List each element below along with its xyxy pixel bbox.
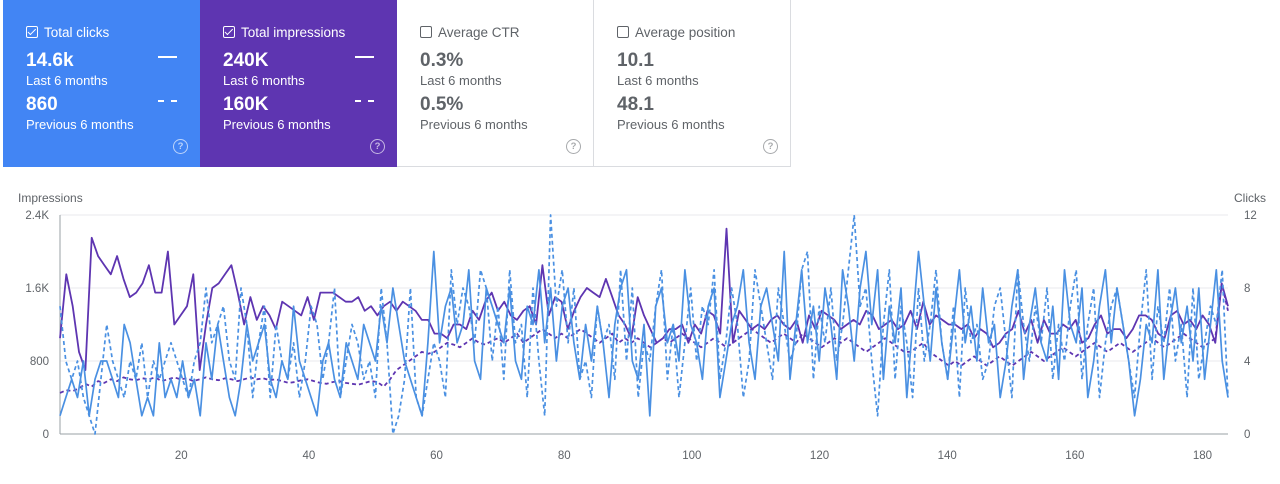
x-tick-label: 20 bbox=[175, 450, 188, 462]
y-right-tick-label: 0 bbox=[1244, 429, 1250, 441]
chart-ticks: 0 800 1.6K 2.4K 0 4 8 12 20 40 60 80 100 120 140 160 180 bbox=[25, 210, 1256, 462]
x-tick-label: 120 bbox=[810, 450, 829, 462]
value-previous: 160K bbox=[223, 94, 269, 115]
period-current: Last 6 months bbox=[26, 73, 108, 88]
value-current: 14.6k bbox=[26, 50, 74, 71]
card-total-impressions[interactable]: Total impressions 240K Last 6 months 160… bbox=[200, 0, 397, 167]
checkbox-unchecked-icon[interactable] bbox=[617, 26, 629, 38]
card-label: Total impressions bbox=[241, 24, 346, 40]
checkbox-checked-icon[interactable] bbox=[223, 26, 235, 38]
series-impressions-previous bbox=[59, 282, 1229, 394]
dashed-line-legend-icon bbox=[355, 100, 374, 102]
help-icon[interactable]: ? bbox=[173, 139, 188, 154]
card-label: Average CTR bbox=[438, 24, 520, 40]
value-previous: 48.1 bbox=[617, 94, 654, 115]
y-axis-left-title: Impressions bbox=[18, 191, 83, 205]
dashed-line-legend-icon bbox=[158, 100, 177, 102]
period-previous: Previous 6 months bbox=[617, 117, 725, 132]
series-clicks-current bbox=[59, 250, 1229, 417]
chart-grid bbox=[59, 214, 1228, 435]
help-icon[interactable]: ? bbox=[566, 139, 581, 154]
x-tick-label: 100 bbox=[682, 450, 701, 462]
checkbox-checked-icon[interactable] bbox=[26, 26, 38, 38]
x-tick-label: 160 bbox=[1065, 450, 1084, 462]
y-left-tick-label: 800 bbox=[30, 356, 49, 368]
period-current: Last 6 months bbox=[420, 73, 502, 88]
card-total-clicks[interactable]: Total clicks 14.6k Last 6 months 860 Pre… bbox=[3, 0, 200, 167]
x-tick-label: 40 bbox=[303, 450, 316, 462]
value-current: 10.1 bbox=[617, 50, 654, 71]
y-left-tick-label: 0 bbox=[43, 429, 49, 441]
x-tick-label: 180 bbox=[1193, 450, 1212, 462]
y-right-tick-label: 12 bbox=[1244, 210, 1257, 222]
y-axis-right-title: Clicks bbox=[1234, 191, 1266, 205]
chart-series bbox=[59, 214, 1229, 435]
period-current: Last 6 months bbox=[223, 73, 305, 88]
checkbox-unchecked-icon[interactable] bbox=[420, 26, 432, 38]
period-previous: Previous 6 months bbox=[223, 117, 331, 132]
card-label: Average position bbox=[635, 24, 736, 40]
help-icon[interactable]: ? bbox=[370, 139, 385, 154]
value-previous: 860 bbox=[26, 94, 58, 115]
performance-chart[interactable]: Impressions Clicks 0 800 1.6K 2.4K 0 4 8 12 20 40… bbox=[0, 180, 1280, 480]
card-average-position[interactable]: Average position 10.1 Last 6 months 48.1… bbox=[594, 0, 791, 167]
x-tick-label: 60 bbox=[430, 450, 443, 462]
period-previous: Previous 6 months bbox=[26, 117, 134, 132]
metric-cards: Total clicks 14.6k Last 6 months 860 Pre… bbox=[3, 0, 791, 167]
series-impressions-current bbox=[59, 227, 1229, 372]
card-label: Total clicks bbox=[44, 24, 110, 40]
y-right-tick-label: 4 bbox=[1244, 356, 1251, 368]
y-left-tick-label: 1.6K bbox=[25, 283, 49, 295]
help-icon[interactable]: ? bbox=[763, 139, 778, 154]
y-left-tick-label: 2.4K bbox=[25, 210, 49, 222]
x-tick-label: 80 bbox=[558, 450, 571, 462]
solid-line-legend-icon bbox=[355, 56, 374, 58]
solid-line-legend-icon bbox=[158, 56, 177, 58]
x-tick-label: 140 bbox=[938, 450, 957, 462]
period-current: Last 6 months bbox=[617, 73, 699, 88]
value-current: 0.3% bbox=[420, 50, 464, 71]
y-right-tick-label: 8 bbox=[1244, 283, 1250, 295]
value-previous: 0.5% bbox=[420, 94, 464, 115]
card-average-ctr[interactable]: Average CTR 0.3% Last 6 months 0.5% Prev… bbox=[397, 0, 594, 167]
value-current: 240K bbox=[223, 50, 269, 71]
period-previous: Previous 6 months bbox=[420, 117, 528, 132]
